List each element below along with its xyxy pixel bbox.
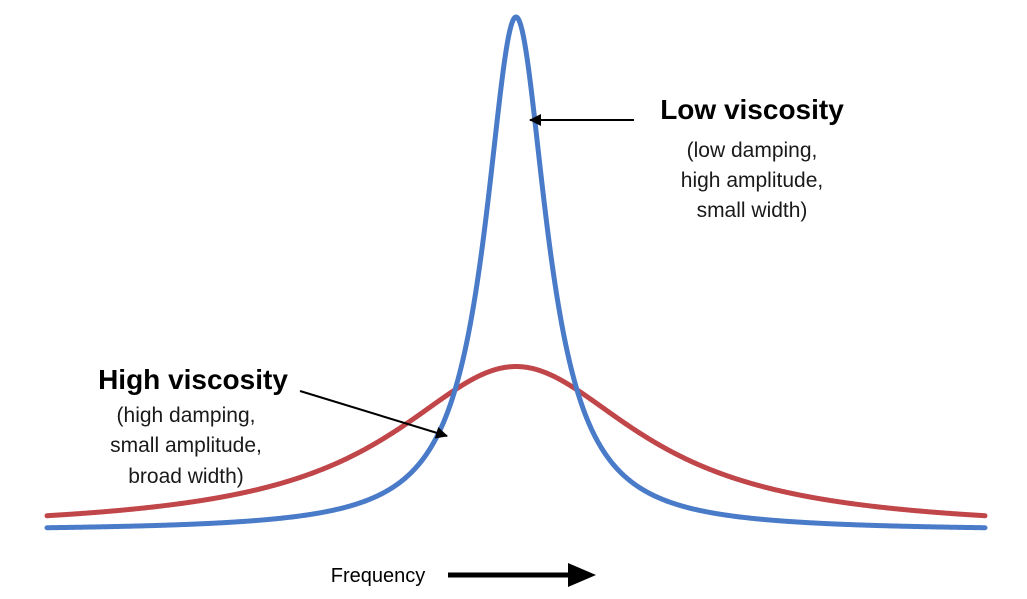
high-viscosity-curve — [44, 364, 988, 519]
frequency-axis-indicator: Frequency — [331, 563, 596, 587]
high-viscosity-pointer-arrow — [299, 390, 448, 439]
low-viscosity-title: Low viscosity — [660, 94, 844, 125]
low-viscosity-line-1: (low damping, — [687, 139, 818, 162]
frequency-label: Frequency — [331, 565, 426, 587]
frequency-arrow-head-icon — [568, 563, 596, 587]
high-viscosity-annotation: High viscosity (high damping, small ampl… — [98, 364, 448, 488]
low-viscosity-curve — [44, 14, 988, 531]
low-viscosity-line-2: high amplitude, — [681, 169, 823, 192]
high-viscosity-line-1: (high damping, — [117, 404, 256, 427]
high-viscosity-line-2: small amplitude, — [110, 434, 262, 457]
high-viscosity-title: High viscosity — [98, 364, 288, 395]
high-viscosity-line-3: broad width) — [128, 465, 244, 488]
low-viscosity-annotation: Low viscosity (low damping, high amplitu… — [529, 94, 844, 222]
low-viscosity-line-3: small width) — [697, 199, 808, 222]
